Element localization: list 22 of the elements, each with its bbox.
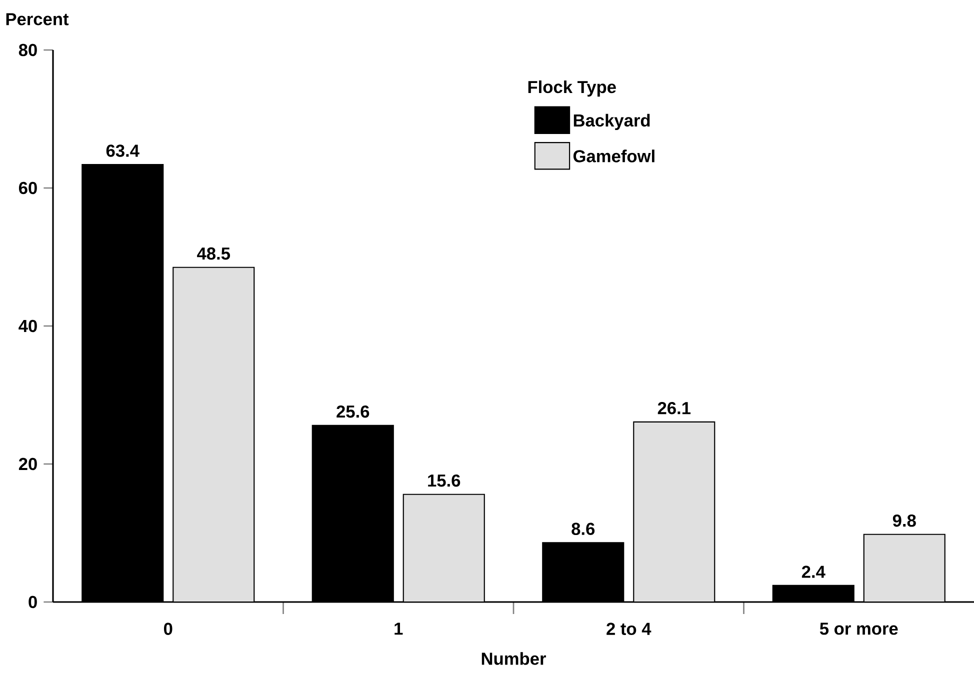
data-label: 2.4 (802, 566, 826, 578)
legend-label: Backyard (574, 114, 650, 130)
y-tick-label: 20 (18, 458, 37, 470)
data-label: 48.5 (197, 247, 230, 260)
data-label: 26.1 (658, 402, 691, 414)
data-label: 15.6 (428, 474, 460, 487)
y-tick-label: 80 (18, 44, 37, 56)
data-label: 8.6 (572, 522, 595, 536)
y-tick-label: 0 (28, 596, 37, 608)
y-tick-label: 60 (18, 182, 37, 194)
data-label: 9.8 (892, 514, 916, 527)
x-axis-title: Number (482, 652, 546, 665)
legend-title: Flock Type (528, 80, 616, 97)
y-tick-label: 40 (18, 320, 37, 332)
y-axis-title: Percent (6, 13, 69, 26)
x-tick-label: 1 (394, 622, 403, 635)
data-label: 63.4 (106, 144, 140, 157)
x-tick-label: 5 or more (820, 622, 898, 635)
x-tick-label: 2 to 4 (606, 622, 652, 635)
data-label: 25.6 (336, 405, 370, 418)
legend-label: Gamefowl (573, 150, 654, 162)
x-tick-label: 0 (164, 622, 172, 635)
